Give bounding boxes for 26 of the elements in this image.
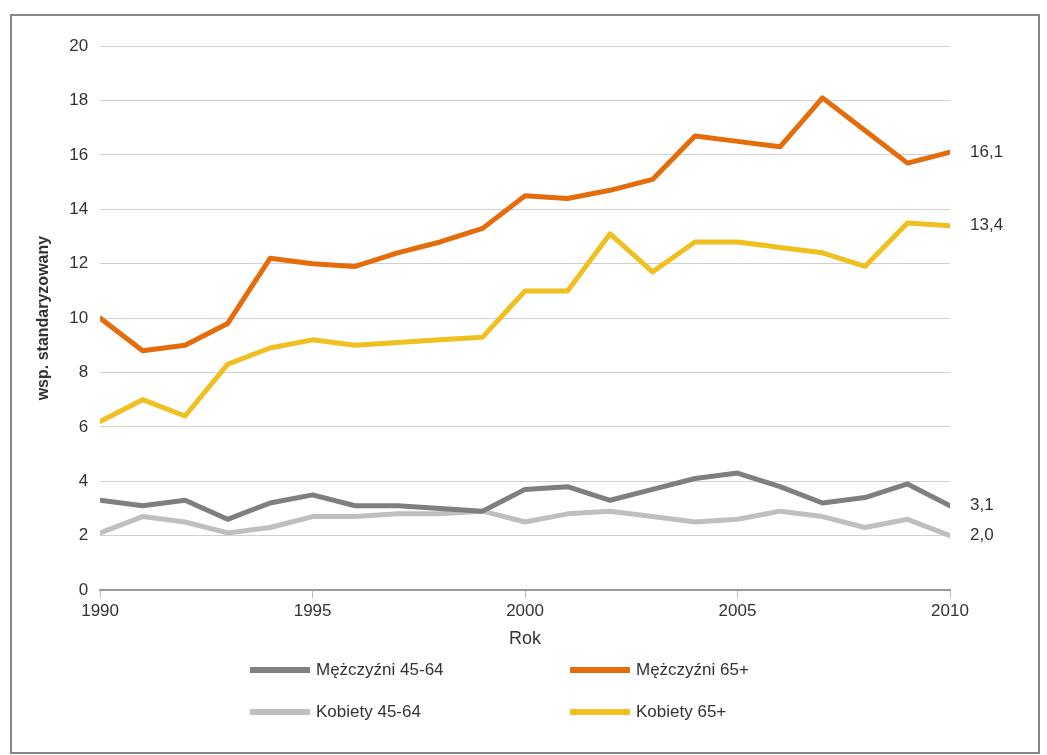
y-tick-label: 4 xyxy=(78,470,89,490)
y-tick-label: 10 xyxy=(69,307,89,327)
x-axis-title: Rok xyxy=(509,628,543,649)
data-label: 3,1 xyxy=(970,495,994,515)
x-tick-label: 2000 xyxy=(506,600,544,620)
data-label: 16,1 xyxy=(970,141,1004,161)
legend-label: Mężczyźni 65+ xyxy=(636,660,749,680)
y-tick-label: 14 xyxy=(69,199,89,219)
y-tick-label: 8 xyxy=(78,362,89,382)
y-tick-label: 12 xyxy=(69,253,89,273)
x-tick-label: 2010 xyxy=(931,600,969,620)
x-tick-label: 2005 xyxy=(718,600,757,620)
legend-label: Kobiety 45-64 xyxy=(316,702,421,722)
y-tick-label: 0 xyxy=(78,579,89,599)
data-label: 13,4 xyxy=(970,215,1004,235)
x-tick-label: 1995 xyxy=(293,600,332,620)
data-label: 2,0 xyxy=(970,525,994,545)
y-tick-label: 2 xyxy=(78,525,89,545)
y-tick-label: 6 xyxy=(78,416,89,436)
legend-label: Mężczyźni 45-64 xyxy=(316,660,444,680)
y-tick-label: 20 xyxy=(69,35,89,55)
x-tick-label: 1990 xyxy=(81,600,120,620)
y-tick-label: 16 xyxy=(69,144,89,164)
legend-label: Kobiety 65+ xyxy=(636,702,727,722)
y-axis-title: wsp. standaryzowany xyxy=(34,235,52,402)
y-tick-label: 18 xyxy=(69,90,89,110)
